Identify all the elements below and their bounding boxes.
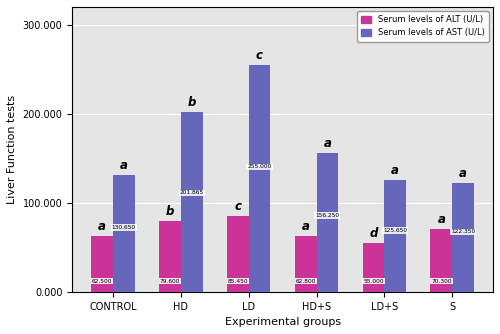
Text: c: c	[234, 200, 242, 213]
Text: 255.000: 255.000	[248, 164, 272, 169]
Text: c: c	[256, 49, 263, 62]
Bar	[384, 180, 406, 292]
Text: a: a	[459, 167, 467, 180]
Text: b: b	[166, 205, 174, 218]
Text: d: d	[370, 227, 378, 240]
Text: 156.250: 156.250	[316, 213, 340, 218]
Text: 62.500: 62.500	[92, 279, 112, 284]
Bar	[430, 229, 452, 292]
Bar	[362, 243, 384, 292]
Text: 79.600: 79.600	[160, 279, 180, 284]
Text: b: b	[188, 96, 196, 109]
Legend: Serum levels of ALT (U/L), Serum levels of AST (U/L): Serum levels of ALT (U/L), Serum levels …	[357, 11, 489, 42]
Bar	[295, 236, 316, 292]
X-axis label: Experimental groups: Experimental groups	[224, 317, 340, 327]
Text: a: a	[438, 213, 446, 226]
Bar	[113, 175, 134, 292]
Bar	[181, 112, 203, 292]
Text: 55.000: 55.000	[363, 279, 384, 284]
Text: 201.865: 201.865	[180, 190, 204, 195]
Text: a: a	[120, 159, 128, 172]
Bar	[316, 153, 338, 292]
Text: a: a	[98, 220, 106, 233]
Bar	[452, 183, 474, 292]
Text: a: a	[302, 220, 310, 233]
Bar	[248, 65, 270, 292]
Text: 130.650: 130.650	[112, 225, 136, 230]
Text: 70.300: 70.300	[431, 279, 452, 284]
Text: 85.450: 85.450	[228, 279, 248, 284]
Text: 122.350: 122.350	[451, 229, 475, 234]
Text: a: a	[324, 137, 332, 150]
Bar	[227, 216, 248, 292]
Bar	[159, 221, 181, 292]
Text: a: a	[392, 164, 399, 177]
Text: 62.800: 62.800	[296, 279, 316, 284]
Y-axis label: Liver Function tests: Liver Function tests	[7, 95, 17, 204]
Bar	[91, 236, 113, 292]
Text: 125.650: 125.650	[383, 228, 407, 233]
